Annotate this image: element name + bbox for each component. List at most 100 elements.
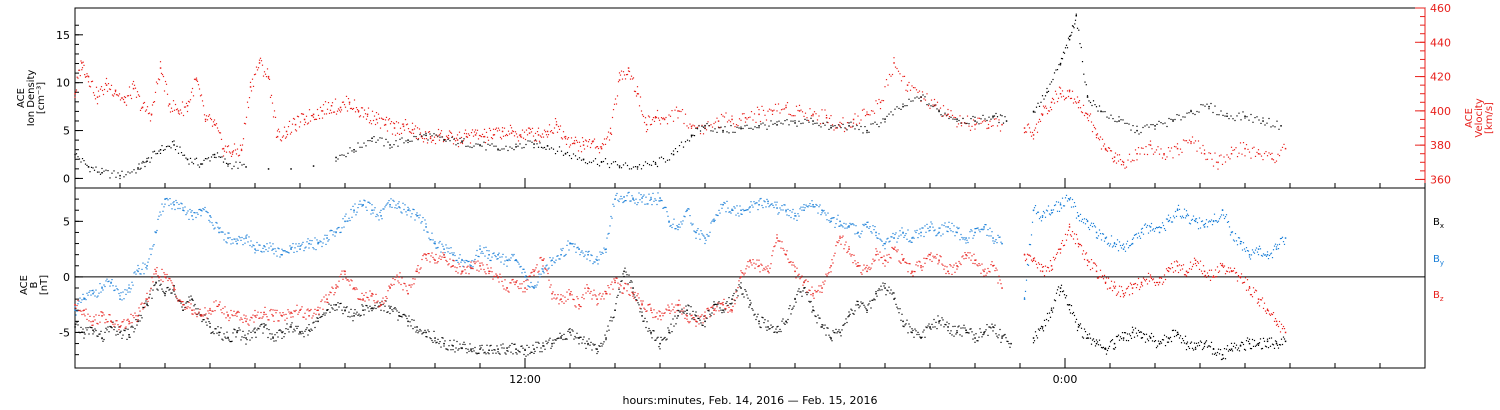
series-bx-point — [379, 302, 381, 304]
density-series-point — [387, 141, 389, 143]
series-bz-anchor — [1239, 276, 1242, 278]
series-bx-point — [191, 299, 193, 301]
series-bx-point — [81, 331, 83, 333]
velocity-series-point — [268, 78, 271, 80]
series-bx-point — [205, 321, 207, 323]
velocity-series-point — [244, 123, 247, 125]
velocity-series-point — [299, 121, 302, 123]
series-bx-point — [158, 280, 160, 282]
density-series-point — [1242, 111, 1244, 113]
series-bx-point — [1282, 336, 1285, 338]
series-bx-point — [724, 309, 726, 311]
velocity-series-point — [1112, 161, 1115, 163]
velocity-series-point — [450, 132, 453, 134]
series-by-point — [1217, 220, 1220, 222]
series-by-point — [771, 203, 773, 205]
velocity-series-anchor — [429, 137, 432, 140]
series-by-point — [754, 203, 756, 205]
series-bx-point — [896, 306, 898, 308]
series-bx-point — [634, 296, 636, 298]
series-bx-point — [361, 304, 363, 306]
series-by-point — [144, 263, 146, 265]
velocity-series-point — [154, 91, 157, 93]
series-by-point — [1230, 231, 1233, 233]
velocity-series-point — [594, 147, 597, 149]
series-by-point — [945, 226, 947, 228]
series-by-point — [1235, 240, 1238, 242]
density-series-point — [922, 94, 924, 96]
series-by-anchor — [92, 292, 94, 295]
series-bx-point — [190, 295, 192, 297]
series-by-anchor — [1185, 215, 1188, 217]
series-bx-point — [1260, 348, 1263, 350]
series-by-point — [678, 223, 680, 225]
series-bz-point — [191, 313, 193, 315]
series-by-point — [1156, 227, 1159, 229]
series-bx-point — [1245, 340, 1248, 342]
series-by-point — [622, 201, 624, 204]
series-by-point — [1208, 220, 1211, 222]
series-bx-point — [232, 332, 234, 334]
series-bx-point — [1088, 333, 1091, 335]
velocity-series-point — [481, 133, 484, 135]
velocity-series-point — [304, 121, 307, 123]
density-series-point — [515, 143, 517, 145]
series-bx-point — [543, 345, 545, 347]
velocity-series-point — [423, 138, 426, 140]
series-by-point — [361, 205, 363, 207]
density-series-point — [429, 133, 431, 135]
series-bx-point — [269, 333, 271, 335]
velocity-series-point — [1233, 149, 1236, 151]
series-by-point — [160, 214, 162, 216]
series-bx-point — [106, 329, 108, 331]
velocity-series-point — [971, 125, 973, 127]
density-series-point — [171, 141, 174, 143]
series-by-point — [814, 206, 816, 208]
series-by-point — [376, 213, 378, 215]
series-bx-point — [669, 332, 671, 334]
series-bz-anchor — [1001, 287, 1003, 289]
velocity-series-point — [179, 109, 182, 111]
velocity-series-point — [677, 117, 679, 119]
series-by-point — [669, 225, 671, 227]
series-bx-point — [1163, 334, 1166, 336]
series-bx-point — [105, 327, 107, 329]
velocity-series-point — [722, 115, 724, 117]
series-bx-point — [411, 319, 413, 321]
series-by-point — [84, 297, 86, 300]
series-by-point — [415, 214, 417, 216]
density-series-point — [1097, 110, 1099, 112]
velocity-series-anchor — [321, 110, 324, 112]
series-by-point — [379, 211, 381, 213]
density-series-point — [1060, 57, 1063, 60]
series-by-point — [413, 209, 415, 211]
velocity-series-point — [609, 127, 612, 129]
series-bx-point — [1109, 341, 1112, 343]
velocity-series-point — [658, 119, 661, 121]
series-by-point — [142, 262, 144, 264]
density-series-anchor — [335, 156, 337, 159]
series-by-point — [210, 216, 212, 218]
series-by-anchor — [479, 248, 481, 250]
series-by-point — [1253, 252, 1256, 254]
velocity-series-point — [256, 69, 259, 71]
series-bz-point — [160, 279, 162, 281]
series-bx-point — [622, 273, 624, 275]
velocity-series-point — [1172, 157, 1174, 159]
series-by-point — [1084, 223, 1087, 225]
series-by-point — [533, 286, 535, 288]
series-by-point — [222, 231, 224, 233]
series-bx-point — [671, 331, 673, 333]
density-series-point — [146, 157, 148, 160]
density-series-point — [1232, 118, 1234, 120]
density-series-point — [80, 161, 82, 163]
series-bx-point — [578, 343, 580, 345]
series-bx-point — [980, 331, 982, 333]
series-bx-point — [499, 353, 501, 355]
series-bx-point — [784, 323, 786, 325]
series-bx-point — [434, 340, 436, 342]
velocity-series-point — [1110, 150, 1113, 152]
series-bz-point — [232, 315, 234, 317]
velocity-series-point — [623, 74, 626, 76]
velocity-series-point — [839, 121, 841, 123]
